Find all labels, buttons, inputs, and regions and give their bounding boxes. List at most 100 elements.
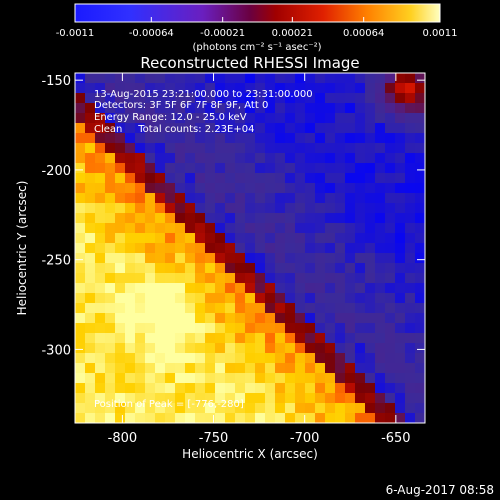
- heatmap-cell: [125, 373, 136, 384]
- heatmap-cell: [245, 193, 256, 204]
- heatmap-cell: [245, 293, 256, 304]
- heatmap-cell: [345, 363, 356, 374]
- heatmap-cell: [145, 223, 156, 234]
- heatmap-cell: [315, 133, 326, 144]
- heatmap-cell: [355, 103, 366, 114]
- heatmap-cell: [215, 303, 226, 314]
- heatmap-cell: [255, 113, 266, 124]
- heatmap-cell: [355, 353, 366, 364]
- heatmap-cell: [105, 383, 116, 394]
- heatmap-cell: [375, 163, 386, 174]
- heatmap-cell: [185, 253, 196, 264]
- heatmap-cell: [115, 283, 126, 294]
- heatmap-cell: [215, 323, 226, 334]
- heatmap-cell: [315, 163, 326, 174]
- heatmap-cell: [195, 393, 206, 404]
- heatmap-cell: [285, 373, 296, 384]
- heatmap-cell: [145, 163, 156, 174]
- heatmap-cell: [355, 413, 366, 423]
- heatmap-cell: [285, 263, 296, 274]
- heatmap-cell: [295, 113, 306, 124]
- heatmap-cell: [75, 233, 86, 244]
- heatmap-cell: [215, 103, 226, 114]
- heatmap-cell: [335, 83, 346, 94]
- heatmap-cell: [75, 223, 86, 234]
- heatmap-cell: [195, 143, 206, 154]
- heatmap-cell: [165, 173, 176, 184]
- heatmap-cell: [105, 403, 116, 414]
- heatmap-cell: [345, 403, 356, 414]
- colorbar-tick-label: 0.00064: [343, 28, 384, 39]
- heatmap-cell: [385, 123, 396, 134]
- heatmap-cell: [175, 363, 186, 374]
- heatmap-cell: [335, 323, 346, 334]
- heatmap-cell: [205, 113, 216, 124]
- heatmap-cell: [175, 233, 186, 244]
- heatmap-cell: [205, 393, 216, 404]
- heatmap-cell: [135, 313, 146, 324]
- heatmap-cell: [305, 223, 316, 234]
- heatmap-cell: [105, 333, 116, 344]
- heatmap-cell: [405, 243, 416, 254]
- x-tick-label: -750: [199, 431, 229, 446]
- heatmap-cell: [235, 103, 246, 114]
- heatmap-cell: [285, 293, 296, 304]
- heatmap-cell: [215, 183, 226, 194]
- heatmap-cell: [225, 363, 236, 374]
- heatmap-cell: [285, 73, 296, 84]
- heatmap-cell: [135, 133, 146, 144]
- heatmap-cell: [125, 283, 136, 294]
- heatmap-cell: [255, 343, 266, 354]
- heatmap-cell: [185, 113, 196, 124]
- heatmap-cell: [105, 343, 116, 354]
- heatmap-cell: [135, 123, 146, 134]
- heatmap-cell: [155, 113, 166, 124]
- heatmap-cell: [145, 103, 156, 114]
- heatmap-cell: [85, 173, 96, 184]
- heatmap-cell: [305, 163, 316, 174]
- heatmap-cell: [295, 403, 306, 414]
- heatmap-cell: [325, 283, 336, 294]
- heatmap-cell: [375, 403, 386, 414]
- heatmap-cell: [345, 103, 356, 114]
- heatmap-cell: [195, 343, 206, 354]
- heatmap-cell: [125, 143, 136, 154]
- heatmap-cell: [365, 253, 376, 264]
- heatmap-cell: [395, 273, 406, 284]
- heatmap-cell: [135, 293, 146, 304]
- heatmap-cell: [165, 313, 176, 324]
- heatmap-cell: [205, 163, 216, 174]
- heatmap-cell: [375, 293, 386, 304]
- heatmap-cell: [295, 173, 306, 184]
- heatmap-cell: [335, 163, 346, 174]
- heatmap-cell: [135, 273, 146, 284]
- heatmap-cell: [185, 223, 196, 234]
- heatmap-cell: [295, 313, 306, 324]
- heatmap-cell: [85, 293, 96, 304]
- heatmap-cell: [225, 313, 236, 324]
- heatmap-cell: [305, 233, 316, 244]
- heatmap-cell: [185, 243, 196, 254]
- heatmap-cell: [295, 213, 306, 224]
- heatmap-cell: [215, 133, 226, 144]
- heatmap-cell: [105, 183, 116, 194]
- heatmap-cell: [85, 313, 96, 324]
- heatmap-cell: [335, 103, 346, 114]
- heatmap-cell: [195, 223, 206, 234]
- heatmap-cell: [105, 243, 116, 254]
- heatmap-cell: [245, 333, 256, 344]
- heatmap-cell: [225, 173, 236, 184]
- heatmap-cell: [265, 223, 276, 234]
- heatmap-cell: [205, 233, 216, 244]
- heatmap-cell: [395, 223, 406, 234]
- heatmap-cell: [275, 243, 286, 254]
- heatmap-cell: [285, 253, 296, 264]
- heatmap-cell: [325, 393, 336, 404]
- heatmap-cell: [415, 153, 425, 164]
- heatmap-cell: [135, 233, 146, 244]
- heatmap-cell: [185, 313, 196, 324]
- heatmap-cell: [225, 223, 236, 234]
- heatmap-cell: [205, 313, 216, 324]
- heatmap-cell: [395, 323, 406, 334]
- heatmap-cell: [135, 73, 146, 84]
